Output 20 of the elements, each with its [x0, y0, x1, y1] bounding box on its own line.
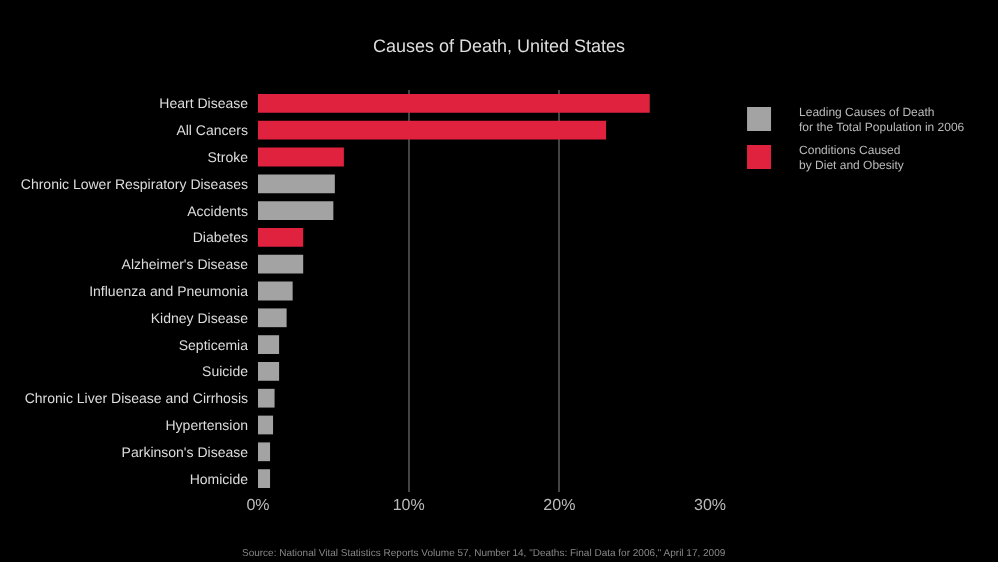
bar [258, 308, 287, 328]
x-tick-label: 10% [392, 496, 425, 514]
chart-title: Causes of Death, United States [372, 35, 627, 56]
bar [258, 94, 650, 113]
bar [258, 174, 335, 194]
bar [258, 254, 304, 274]
bar [258, 120, 607, 140]
bar [258, 281, 293, 301]
x-tick-label: 30% [693, 496, 727, 514]
bar [258, 201, 334, 220]
bar [258, 442, 271, 462]
bar [258, 335, 280, 354]
bar [258, 362, 280, 381]
x-tick-label: 20% [543, 496, 576, 514]
bar [258, 469, 271, 488]
bar [258, 228, 304, 247]
bar [258, 388, 275, 408]
bar [258, 415, 274, 435]
bar [258, 147, 344, 167]
x-tick-label: 0% [246, 496, 270, 514]
